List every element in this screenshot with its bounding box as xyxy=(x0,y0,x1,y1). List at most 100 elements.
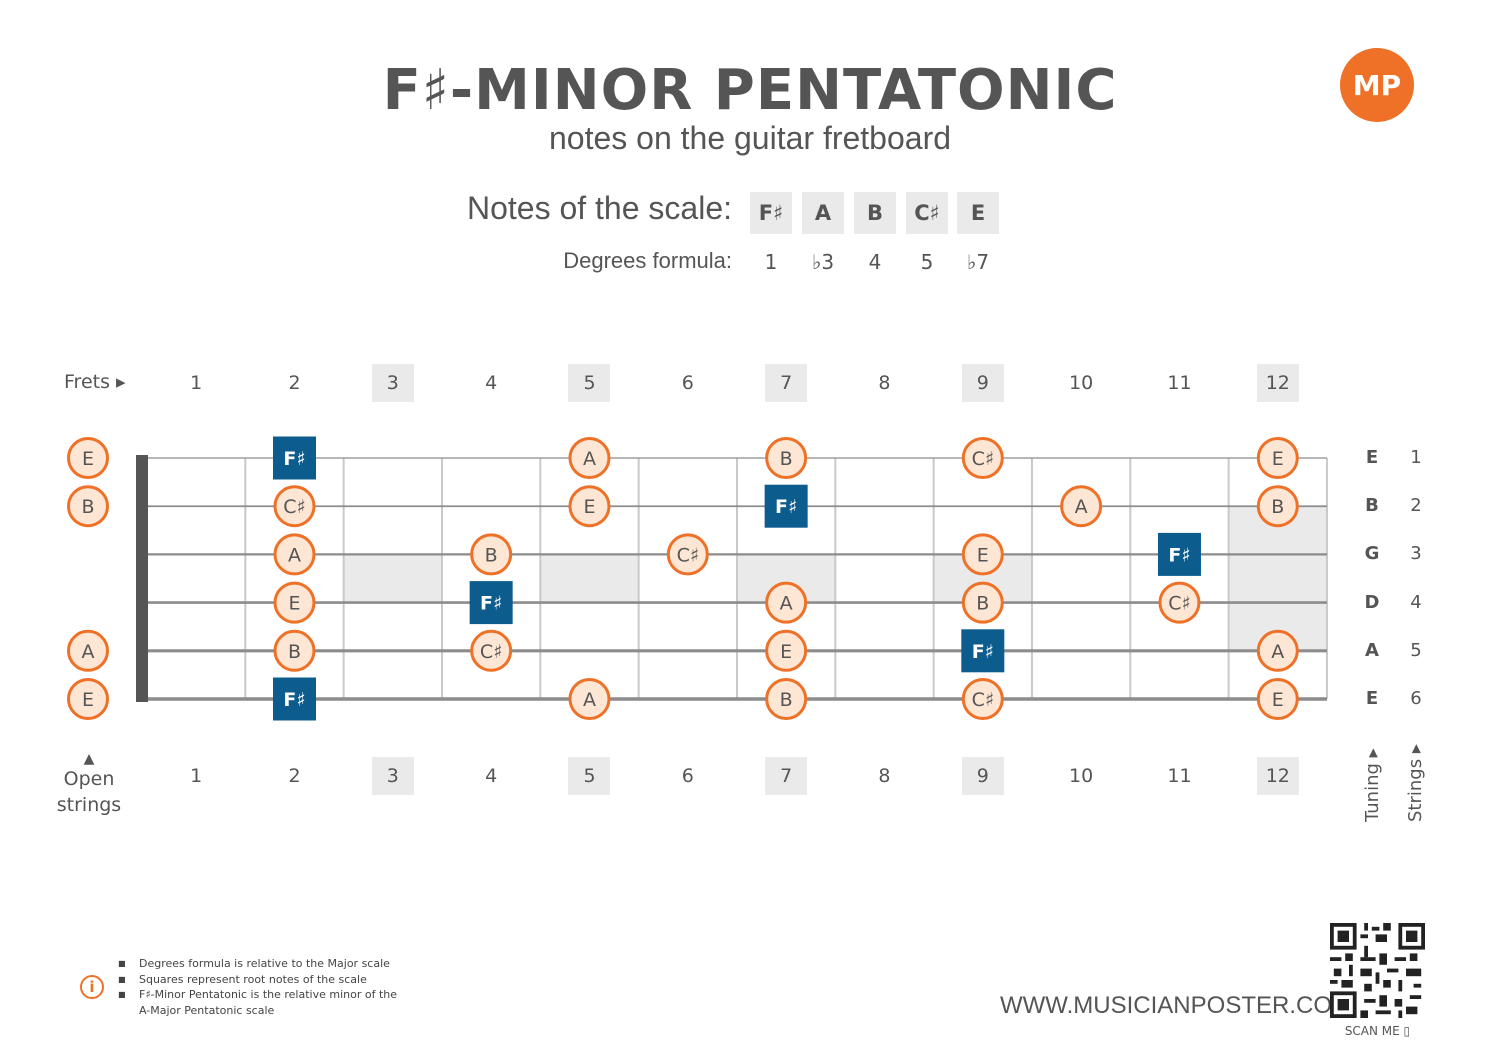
note-circle xyxy=(470,629,513,672)
scale-note: E xyxy=(957,192,999,234)
footnote-item: Degrees formula is relative to the Major… xyxy=(118,956,409,972)
note-label: C♯ xyxy=(972,689,994,711)
note-circle xyxy=(1256,629,1299,672)
root-note-label: F♯ xyxy=(972,641,994,663)
website-link[interactable]: WWW.MUSICIANPOSTER.COM xyxy=(1000,992,1352,1019)
note-circle xyxy=(765,629,808,672)
fret-number: 7 xyxy=(765,364,808,402)
string-number: 5 xyxy=(1410,639,1422,661)
note-circle xyxy=(765,437,808,479)
note-circle xyxy=(961,678,1004,720)
nut xyxy=(136,455,148,702)
note-label: C♯ xyxy=(677,544,699,566)
root-note-square xyxy=(764,484,808,528)
note-circle xyxy=(1256,437,1299,479)
scale-note: F♯ xyxy=(750,192,792,234)
root-note-label: F♯ xyxy=(1168,544,1190,566)
string-number: 3 xyxy=(1410,543,1422,565)
root-note-square xyxy=(961,629,1005,673)
note-circle xyxy=(1158,581,1201,624)
fret-number: 4 xyxy=(485,372,498,394)
note-circle xyxy=(765,581,808,624)
note-label: C♯ xyxy=(480,641,502,663)
note-label: E xyxy=(1272,689,1284,711)
fret-number: 11 xyxy=(1167,765,1192,787)
fret-number: 2 xyxy=(288,765,301,787)
fret-number: 9 xyxy=(961,757,1004,795)
note-label: B xyxy=(976,593,989,615)
note-circle xyxy=(67,629,109,672)
root-note-square xyxy=(272,436,316,480)
footnotes: Degrees formula is relative to the Major… xyxy=(118,956,409,1018)
fret-number: 10 xyxy=(1069,372,1094,394)
fret-number: 8 xyxy=(878,765,891,787)
note-circle xyxy=(666,533,709,576)
note-label: C♯ xyxy=(283,496,305,518)
fret-number: 6 xyxy=(681,372,694,394)
fret-number: 12 xyxy=(1256,757,1299,795)
scale-degree: 5 xyxy=(920,250,934,274)
scale-note: C♯ xyxy=(906,192,948,234)
fret-number: 11 xyxy=(1167,372,1192,394)
notes-of-scale-label: Notes of the scale: xyxy=(466,190,732,226)
strings-label: Strings ▸ xyxy=(1405,744,1426,822)
qr-code-icon[interactable] xyxy=(1330,923,1425,1018)
note-circle xyxy=(273,629,316,672)
root-note-square xyxy=(469,581,513,625)
fret-number: 6 xyxy=(681,765,694,787)
string-number: 2 xyxy=(1410,495,1422,517)
scale-degree: 1 xyxy=(764,250,778,274)
open-strings-label: ▲ Open strings xyxy=(48,752,130,818)
note-label: A xyxy=(1271,641,1284,663)
note-circle xyxy=(1256,485,1299,528)
fret-marker-shading xyxy=(540,554,639,603)
tuning-label: Tuning ▸ xyxy=(1362,748,1383,822)
fret-number: 3 xyxy=(371,364,414,402)
scale-note: A xyxy=(802,192,844,234)
fret-marker-shading xyxy=(343,554,442,603)
footnote-item: Squares represent root notes of the scal… xyxy=(118,972,409,988)
frets-label: Frets ▸ xyxy=(64,371,126,393)
note-circle xyxy=(273,581,316,624)
fret-number: 1 xyxy=(190,372,203,394)
fret-number: 5 xyxy=(568,364,611,402)
scale-degree: ♭7 xyxy=(966,250,990,274)
string-number: 1 xyxy=(1410,447,1422,468)
note-label: A xyxy=(583,448,596,470)
musicianposter-logo: MP xyxy=(1340,48,1414,122)
tuning-note: A xyxy=(1365,639,1379,661)
note-circle xyxy=(67,678,109,720)
root-note-label: F♯ xyxy=(480,593,502,615)
fret-number: 1 xyxy=(190,765,203,787)
note-circle xyxy=(273,485,316,528)
open-label-line2: strings xyxy=(56,794,122,816)
note-circle xyxy=(961,533,1004,576)
note-label: A xyxy=(1075,496,1088,518)
footnote-item: F♯-Minor Pentatonic is the relative mino… xyxy=(118,987,409,1018)
root-note-label: F♯ xyxy=(775,496,797,518)
root-note-label: F♯ xyxy=(283,448,305,470)
string-number: 4 xyxy=(1410,591,1422,613)
note-label: E xyxy=(1272,448,1284,470)
note-label: A xyxy=(780,593,793,615)
note-label: B xyxy=(780,448,793,470)
note-circle xyxy=(67,485,109,528)
page-title: F♯-MINOR PENTATONIC xyxy=(382,58,1118,123)
note-circle xyxy=(67,437,109,479)
fret-number: 8 xyxy=(878,372,891,394)
note-label: B xyxy=(288,641,301,663)
note-circle xyxy=(568,678,611,720)
fret-number: 9 xyxy=(961,364,1004,402)
note-label: B xyxy=(485,544,498,566)
note-circle xyxy=(1256,678,1299,720)
tuning-note: D xyxy=(1364,591,1380,613)
root-note-square xyxy=(1157,532,1201,576)
info-icon: i xyxy=(80,975,104,999)
fret-number: 2 xyxy=(288,372,301,394)
note-label: A xyxy=(288,544,301,566)
note-circle xyxy=(961,437,1004,479)
note-label: E xyxy=(583,496,595,518)
note-circle xyxy=(1060,485,1103,528)
root-note-square xyxy=(272,677,316,721)
